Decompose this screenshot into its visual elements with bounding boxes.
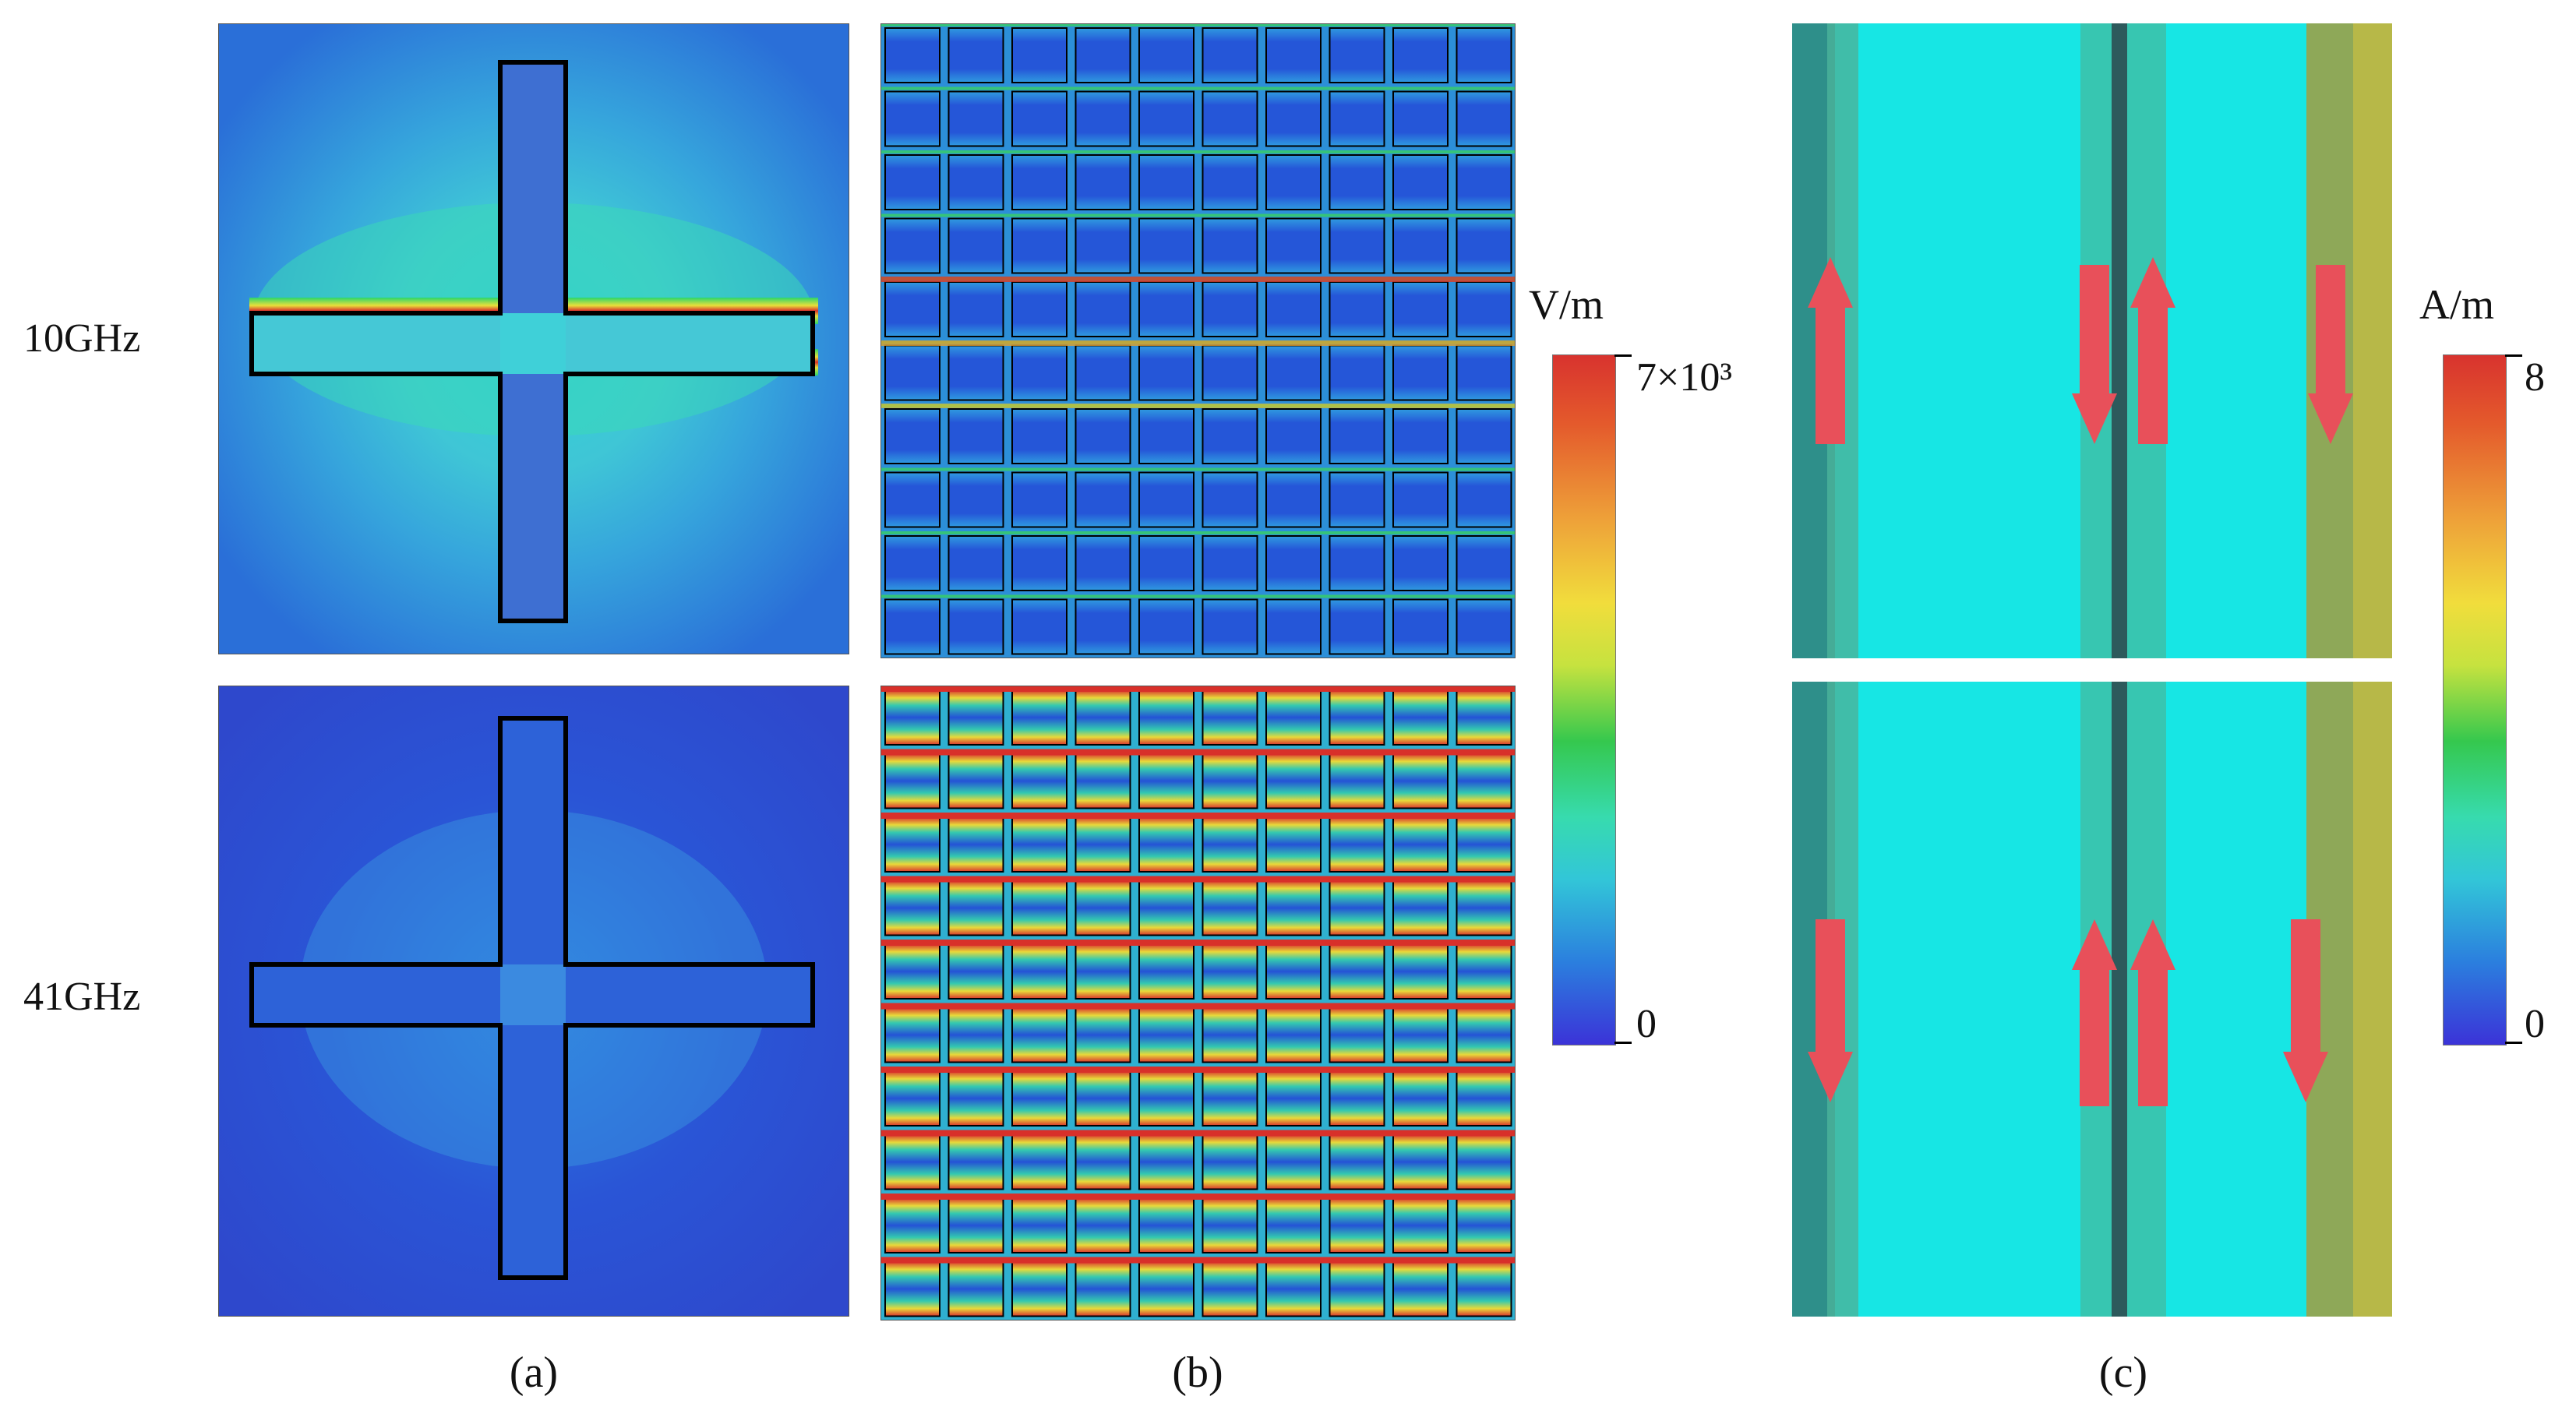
efield-colorbar-tick-max — [1614, 354, 1632, 357]
panel-b-10ghz-efield — [880, 23, 1516, 658]
row-label-10ghz: 10GHz — [23, 316, 141, 361]
panel-c41-arrow-3-up — [2130, 919, 2175, 1106]
efield-colorbar-min-label: 0 — [1636, 1002, 1657, 1046]
panel-c41-strip-mid-dark — [2112, 682, 2127, 1317]
panel-b41-grid — [880, 686, 1516, 1320]
panel-b-41ghz-efield — [880, 686, 1516, 1320]
panel-a-10ghz-efield — [218, 23, 849, 654]
efield-colorbar-max-label: 7×10³ — [1636, 355, 1732, 400]
panel-a10-center — [500, 313, 566, 374]
panel-b10-hotband-2 — [880, 340, 1516, 346]
panel-a41-center — [500, 964, 566, 1025]
panel-c41-strip-right-edge — [2353, 682, 2392, 1317]
panel-b10-hotband-3 — [880, 404, 1516, 408]
efield-colorbar — [1552, 354, 1616, 1045]
panel-c41-arrow-4-down — [2283, 919, 2328, 1102]
panel-c10-arrow-3-up — [2130, 257, 2175, 444]
current-colorbar-max-label: 8 — [2525, 355, 2545, 400]
panel-a10-cross-outline — [249, 60, 815, 623]
panel-c41-arrow-2-up — [2072, 919, 2117, 1106]
panel-c10-strip-mid-dark — [2112, 23, 2127, 658]
current-colorbar-unit: A/m — [2419, 281, 2495, 328]
current-colorbar — [2443, 354, 2507, 1045]
panel-a-41ghz-efield — [218, 686, 849, 1317]
caption-b: (b) — [1172, 1349, 1223, 1397]
row-label-41ghz: 41GHz — [23, 975, 141, 1019]
efield-colorbar-tick-min — [1614, 1042, 1632, 1044]
panel-c10-arrow-4-down — [2308, 265, 2353, 444]
current-colorbar-min-label: 0 — [2525, 1002, 2545, 1046]
panel-c10-strip-right-edge — [2353, 23, 2392, 658]
panel-c10-arrow-1-up — [1808, 257, 1853, 444]
efield-colorbar-unit: V/m — [1529, 281, 1604, 328]
caption-a: (a) — [509, 1349, 559, 1397]
panel-a41-cross-outline — [249, 716, 815, 1280]
current-colorbar-tick-min — [2505, 1042, 2522, 1044]
panel-c-41ghz-current — [1792, 682, 2392, 1317]
panel-b10-hotband-1 — [880, 277, 1516, 282]
panel-c10-arrow-2-down — [2072, 265, 2117, 444]
panel-c41-arrow-1-down — [1808, 919, 1853, 1102]
caption-c: (c) — [2098, 1349, 2148, 1397]
current-colorbar-tick-max — [2505, 354, 2522, 357]
panel-c-10ghz-current — [1792, 23, 2392, 658]
